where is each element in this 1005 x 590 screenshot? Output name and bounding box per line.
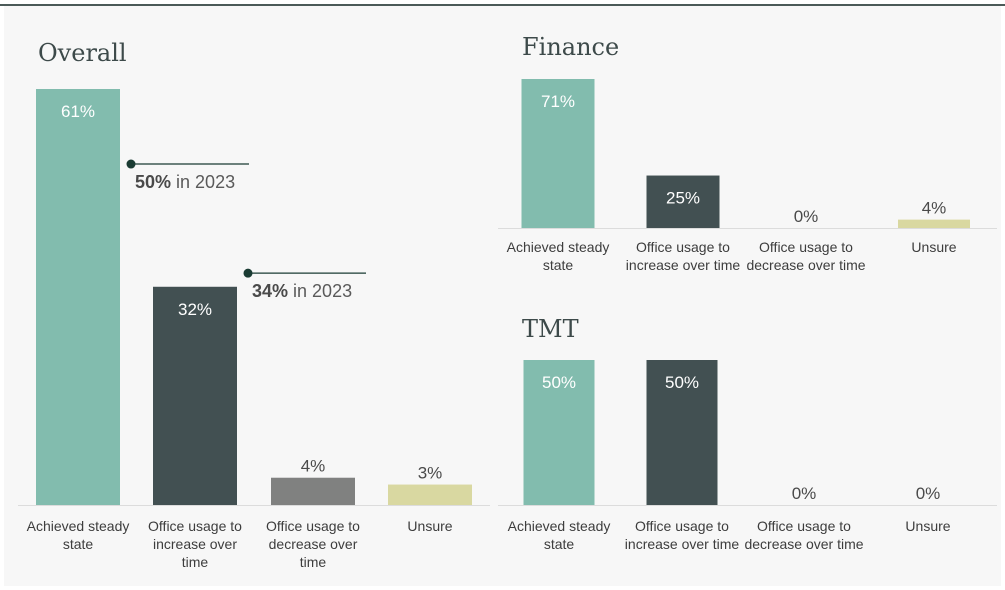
tmt-value-label-3: 0%	[792, 484, 817, 503]
tmt-category-label-3: Office usage to	[757, 518, 851, 534]
finance-value-label-4: 4%	[922, 199, 947, 218]
overall-annotation-dot-2	[243, 268, 253, 278]
overall-category-label-2: Office usage to	[148, 518, 242, 534]
tmt-category-label-1: Achieved steady	[508, 518, 611, 534]
tmt-category-label-1: state	[544, 536, 575, 552]
overall-value-label-3: 4%	[301, 457, 326, 476]
overall-annotation-text-1: in 2023	[171, 172, 235, 192]
tmt-chart-title: TMT	[522, 315, 579, 343]
overall-annotation-label-1: 50% in 2023	[135, 172, 235, 192]
tmt-value-label-2: 50%	[665, 373, 699, 392]
finance-category-label-3: decrease over time	[746, 257, 865, 273]
top-rule	[0, 4, 1005, 6]
overall-bar-1	[36, 89, 120, 505]
overall-value-label-2: 32%	[178, 300, 212, 319]
finance-category-label-1: state	[543, 257, 574, 273]
finance-category-label-4: Unsure	[911, 239, 956, 255]
overall-value-label-1: 61%	[61, 102, 95, 121]
tmt-value-label-4: 0%	[916, 484, 941, 503]
overall-chart-title: Overall	[38, 39, 127, 67]
finance-value-label-2: 25%	[666, 189, 700, 208]
overall-annotation-dot-1	[126, 159, 136, 169]
overall-category-label-2: time	[182, 554, 209, 570]
tmt-value-label-1: 50%	[542, 373, 576, 392]
overall-bar-2	[153, 286, 237, 505]
tmt-category-label-2: increase over time	[625, 536, 740, 552]
overall-annotation-value-1: 50%	[135, 172, 171, 192]
overall-bar-4	[388, 484, 472, 505]
finance-value-label-1: 71%	[541, 92, 575, 111]
finance-bar-1	[521, 79, 595, 228]
finance-bar-4	[898, 219, 970, 228]
overall-category-label-1: state	[63, 536, 94, 552]
finance-value-label-3: 0%	[794, 207, 819, 226]
overall-value-label-4: 3%	[418, 464, 443, 483]
overall-bar-3	[271, 477, 355, 505]
overall-annotation-label-2: 34% in 2023	[252, 281, 352, 301]
tmt-category-label-2: Office usage to	[635, 518, 729, 534]
finance-category-label-3: Office usage to	[759, 239, 853, 255]
finance-chart-title: Finance	[522, 33, 619, 61]
finance-category-label-2: Office usage to	[636, 239, 730, 255]
finance-category-label-2: increase over time	[626, 257, 741, 273]
tmt-bar-2	[646, 360, 718, 505]
overall-category-label-1: Achieved steady	[27, 518, 130, 534]
finance-bar-2	[646, 175, 720, 228]
overall-category-label-4: Unsure	[407, 518, 452, 534]
overall-category-label-2: increase over	[153, 536, 237, 552]
overall-category-label-3: time	[300, 554, 327, 570]
tmt-category-label-3: decrease over time	[744, 536, 863, 552]
overall-category-label-3: Office usage to	[266, 518, 360, 534]
overall-category-label-3: decrease over	[269, 536, 358, 552]
finance-category-label-1: Achieved steady	[507, 239, 610, 255]
tmt-category-label-4: Unsure	[905, 518, 950, 534]
tmt-bar-1	[523, 360, 595, 505]
overall-annotation-value-2: 34%	[252, 281, 288, 301]
overall-annotation-text-2: in 2023	[288, 281, 352, 301]
